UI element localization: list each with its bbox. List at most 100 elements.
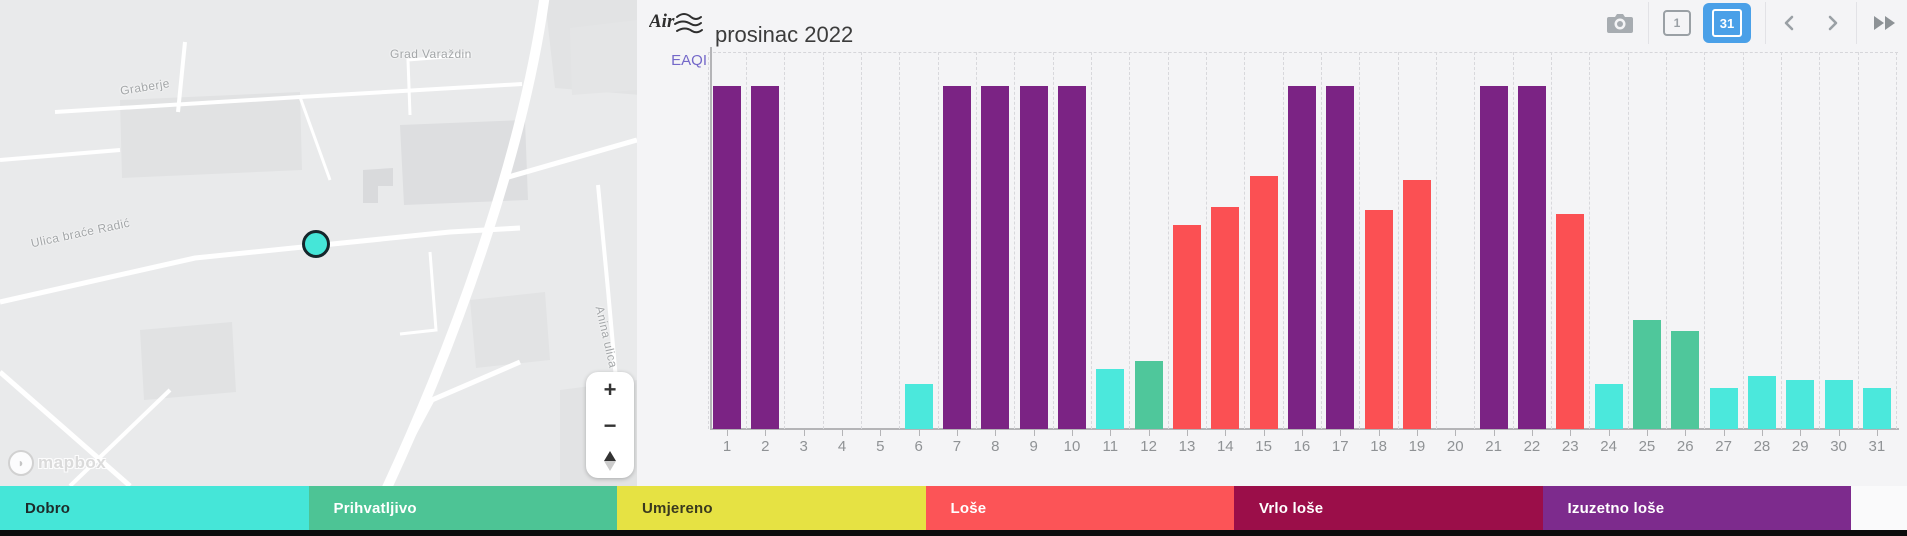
vertical-gridline [1436,52,1438,429]
bar-day-15[interactable] [1249,176,1278,429]
x-axis-tick [1416,430,1418,436]
x-axis-tick [1071,430,1073,436]
vertical-gridline [1129,52,1131,429]
x-axis-tick [1761,430,1763,436]
map-controls: + − [586,372,634,478]
x-axis-tick [1148,430,1150,436]
bar-day-8[interactable] [981,86,1010,429]
bar-day-29[interactable] [1786,380,1815,429]
vertical-gridline [1704,52,1706,429]
x-axis-tick-label: 1 [722,438,732,455]
bar-day-18[interactable] [1364,210,1393,429]
vertical-gridline [784,52,786,429]
vertical-gridline [1781,52,1783,429]
x-axis-tick-label: 7 [952,438,962,455]
calendar-month-icon: 31 [1703,3,1751,43]
bar-day-13[interactable] [1172,225,1201,429]
x-axis-tick-label: 2 [761,438,770,455]
x-axis-tick-label: 21 [1485,438,1502,455]
legend-item-vrlo_lose[interactable]: Vrlo loše [1234,486,1543,530]
bar-day-22[interactable] [1517,86,1546,429]
bar-day-26[interactable] [1671,331,1700,429]
vertical-gridline [1091,52,1093,429]
month-view-button[interactable]: 31 [1703,3,1751,43]
x-axis-tick-label: 11 [1102,438,1119,455]
latest-period-button[interactable] [1871,13,1899,33]
compass-control[interactable] [586,444,634,478]
x-axis-tick-label: 13 [1178,438,1196,455]
x-axis-tick-label: 31 [1868,438,1886,455]
zoom-out-button[interactable]: − [586,408,634,444]
bar-day-10[interactable] [1057,86,1086,429]
bar-day-9[interactable] [1019,86,1048,429]
vertical-gridline [861,52,863,429]
vertical-gridline [1244,52,1246,429]
bar-day-1[interactable] [713,86,741,429]
x-axis-tick [1531,430,1533,436]
legend-item-prihvatljivo[interactable]: Prihvatljivo [308,486,617,530]
bar-day-12[interactable] [1134,361,1163,429]
vertical-gridline [1359,52,1361,429]
bar-day-7[interactable] [942,86,971,429]
y-axis-line [710,47,712,430]
x-axis-tick-label: 8 [991,438,1000,455]
bar-day-19[interactable] [1402,180,1431,429]
bar-day-6[interactable] [904,384,933,429]
bar-day-21[interactable] [1479,86,1508,429]
bar-day-31[interactable] [1862,388,1891,429]
vertical-gridline [1742,52,1744,429]
station-marker[interactable] [302,230,330,258]
next-period-button[interactable] [1822,13,1842,33]
legend-item-lose[interactable]: Loše [925,486,1234,530]
bar-day-2[interactable] [751,86,780,429]
mapbox-icon: ◗ [8,450,34,476]
vertical-gridline [707,52,709,429]
bar-day-30[interactable] [1824,380,1853,429]
x-axis-tick [1455,430,1457,436]
bar-day-28[interactable] [1747,376,1776,429]
compass-south-icon [604,461,616,471]
vertical-gridline [1896,52,1898,429]
bar-day-14[interactable] [1211,207,1240,429]
x-axis-tick-label: 14 [1216,438,1234,455]
x-axis-tick-label: 26 [1676,438,1694,455]
screenshot-button[interactable] [1606,11,1634,35]
legend-item-dobro[interactable]: Dobro [0,486,309,530]
x-axis-tick [918,430,920,436]
bar-day-27[interactable] [1709,388,1738,429]
bar-day-17[interactable] [1326,86,1355,429]
bar-day-23[interactable] [1556,214,1585,429]
x-axis-tick [765,430,767,436]
map-label-city: Grad Varaždin [390,47,472,61]
x-axis-tick [1838,430,1840,436]
x-axis-tick-label: 25 [1638,438,1656,455]
bar-day-16[interactable] [1287,86,1316,429]
mapbox-logo[interactable]: ◗ mapbox [8,450,106,476]
vertical-gridline [937,52,939,429]
map[interactable]: Grad Varaždin Graberje Ulica braće Radić… [0,0,637,486]
x-axis-tick [1685,430,1687,436]
compass-north-icon [604,451,616,461]
x-axis-tick-label: 16 [1293,438,1311,455]
vertical-gridline [976,52,978,429]
legend-item-izuzetno_lose[interactable]: Izuzetno loše [1542,486,1851,530]
x-axis-line [710,428,1899,430]
vertical-gridline [1666,52,1668,429]
aqi-legend: Dobro Prihvatljivo Umjereno Loše Vrlo loše Iz… [0,486,1907,530]
day-view-button[interactable]: 1 [1663,10,1691,36]
zoom-in-button[interactable]: + [586,372,634,408]
bar-day-25[interactable] [1632,320,1661,429]
bottom-edge-bar [0,530,1907,536]
svg-text:Air: Air [649,11,675,32]
x-axis-tick-label: 29 [1791,438,1809,455]
x-axis-tick [1723,430,1725,436]
x-axis-tick [956,430,958,436]
prev-period-button[interactable] [1780,13,1800,33]
bar-day-24[interactable] [1594,384,1623,429]
x-axis-tick-label: 12 [1140,438,1157,455]
fast-forward-icon [1874,16,1895,30]
vertical-gridline [1282,52,1284,429]
vertical-gridline [1167,52,1169,429]
bar-day-11[interactable] [1096,369,1125,429]
legend-item-umjereno[interactable]: Umjereno [617,486,926,530]
